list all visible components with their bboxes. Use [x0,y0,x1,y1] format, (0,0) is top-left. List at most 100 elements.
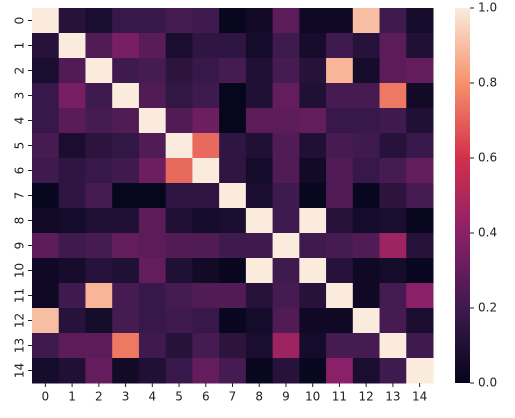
heatmap-cell [219,358,246,384]
heatmap-cell [326,308,353,334]
heatmap-cell [166,58,193,84]
heatmap-cell [112,183,139,209]
heatmap-cell [273,33,300,59]
heatmap-cell [406,358,433,384]
heatmap-cell [380,8,407,34]
heatmap-cell [192,258,219,284]
y-tick-label: 13 [13,338,27,353]
heatmap-cell [32,208,59,234]
heatmap-cell [353,133,380,159]
heatmap-cell [192,158,219,184]
heatmap-cell [166,183,193,209]
heatmap-cell [219,58,246,84]
heatmap-cell [406,183,433,209]
heatmap-cell [273,133,300,159]
heatmap-cell [32,8,59,34]
x-tick-label: 3 [122,390,130,404]
heatmap-cell [406,8,433,34]
heatmap-cell [353,158,380,184]
heatmap-cell [139,158,166,184]
heatmap-cell [112,333,139,359]
heatmap-cell [112,83,139,109]
heatmap-cell [219,83,246,109]
heatmap-cell [380,33,407,59]
heatmap-cell [246,58,273,84]
x-tick-label: 5 [175,390,183,404]
heatmap-cell [32,158,59,184]
heatmap-cell [112,58,139,84]
heatmap-cell [112,133,139,159]
heatmap-cell [406,83,433,109]
heatmap-cell [406,108,433,134]
y-tick-label: 3 [13,92,27,100]
x-tick-label: 6 [202,390,210,404]
heatmap-cell [299,58,326,84]
heatmap-cell [246,183,273,209]
heatmap-cell [353,333,380,359]
colorbar-tick-label: 0.0 [478,376,497,390]
heatmap-cell [139,208,166,234]
heatmap-cell [219,183,246,209]
heatmap-cell [85,358,112,384]
heatmap-cell [246,308,273,334]
colorbar-tick-label: 0.8 [478,76,497,90]
y-tick-label: 5 [13,142,27,150]
heatmap-cell [166,158,193,184]
heatmap-cell [353,358,380,384]
heatmap-cell [59,8,86,34]
heatmap-cell [246,8,273,34]
heatmap-cell [380,208,407,234]
heatmap-cell [380,108,407,134]
heatmap-cell [273,308,300,334]
colorbar-tick-label: 0.2 [478,301,497,315]
heatmap-cell [139,183,166,209]
x-tick-label: 4 [148,390,156,404]
heatmap-cell [326,233,353,259]
heatmap-cell [85,133,112,159]
heatmap-cell [112,358,139,384]
heatmap-cell [406,58,433,84]
heatmap-cell [299,33,326,59]
heatmap-cell [326,133,353,159]
heatmap-cell [139,33,166,59]
heatmap-cell [353,283,380,309]
heatmap-cell [59,83,86,109]
heatmap-cell [59,133,86,159]
heatmap-cell [353,208,380,234]
heatmap-cell [85,208,112,234]
heatmap-cell [139,108,166,134]
heatmap-cell [273,8,300,34]
heatmap-cell [219,333,246,359]
heatmap-cell [299,108,326,134]
heatmap-cell [32,358,59,384]
heatmap-cell [166,308,193,334]
heatmap-cell [246,208,273,234]
heatmap-cell [380,83,407,109]
heatmap-cell [246,133,273,159]
heatmap-cell [380,133,407,159]
x-tick-label: 14 [412,390,427,404]
heatmap-cell [219,108,246,134]
heatmap-cell [273,283,300,309]
heatmap-cell [406,133,433,159]
heatmap-cell [59,258,86,284]
heatmap-cell [139,358,166,384]
heatmap-cell [353,58,380,84]
heatmap-cell [299,358,326,384]
y-tick-label: 6 [13,167,27,175]
x-tick-label: 8 [255,390,263,404]
heatmap-cell [112,33,139,59]
x-tick-label: 11 [332,390,347,404]
heatmap-cell [380,308,407,334]
heatmap-cell [139,258,166,284]
heatmap-cell [219,258,246,284]
heatmap-cell [192,208,219,234]
heatmap-cell [32,83,59,109]
heatmap-cell [192,58,219,84]
colorbar-tick-label: 0.4 [478,226,497,240]
heatmap-cell [219,133,246,159]
heatmap-cell [85,108,112,134]
heatmap-cell [85,233,112,259]
heatmap-cell [326,108,353,134]
heatmap-cell [192,33,219,59]
